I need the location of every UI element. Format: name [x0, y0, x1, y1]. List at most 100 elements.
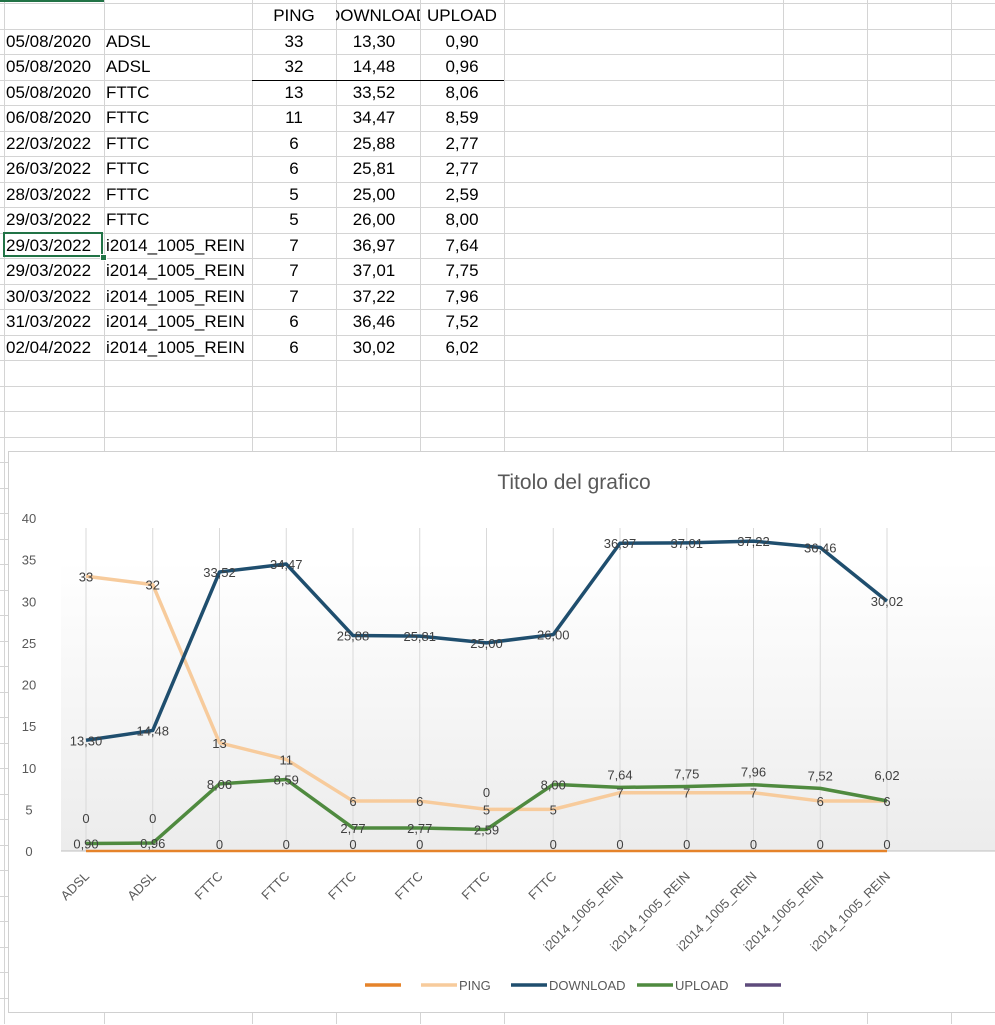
cell[interactable]: 13	[284, 83, 304, 102]
cell[interactable]: FTTC	[106, 108, 150, 127]
data-label: 0	[216, 837, 223, 852]
cell[interactable]: FTTC	[106, 134, 150, 153]
cell[interactable]: 26/03/2022	[6, 159, 92, 178]
cell[interactable]: 6	[289, 338, 299, 357]
cell[interactable]: 13,30	[352, 32, 396, 51]
cell[interactable]: 6	[289, 134, 299, 153]
cell[interactable]: 6	[289, 312, 299, 331]
cell[interactable]: 06/08/2020	[6, 108, 92, 127]
cell[interactable]: 8,06	[445, 83, 479, 102]
row-gridline	[0, 437, 995, 438]
cell[interactable]: 32	[284, 57, 304, 76]
cell[interactable]: 6,02	[445, 338, 479, 357]
line-chart[interactable]: Titolo del grafico ADSL ADSL FTTC FTTC FTTC F…	[8, 451, 995, 1013]
cell[interactable]: 7,64	[445, 236, 479, 255]
cell[interactable]: UPLOAD	[427, 6, 497, 25]
cell[interactable]: 33	[284, 32, 304, 51]
cell[interactable]: 34,47	[352, 108, 396, 127]
row-gridline	[0, 386, 995, 387]
cell[interactable]: 02/04/2022	[6, 338, 92, 357]
cell[interactable]: 14,48	[352, 57, 396, 76]
row-gridline	[0, 284, 995, 285]
data-label: 37,22	[737, 534, 770, 549]
cell[interactable]: i2014_1005_REIN	[106, 261, 245, 280]
cell[interactable]: i2014_1005_REIN	[106, 312, 245, 331]
cell[interactable]: 8,59	[445, 108, 479, 127]
cell[interactable]: 30/03/2022	[6, 287, 92, 306]
cell[interactable]: 7,52	[445, 312, 479, 331]
data-label: 0	[616, 837, 623, 852]
cell[interactable]: 25,00	[352, 185, 396, 204]
plot-background	[61, 561, 995, 851]
cell[interactable]: i2014_1005_REIN	[106, 236, 245, 255]
cell[interactable]: 5	[289, 185, 299, 204]
data-label: 7,52	[808, 768, 833, 783]
cell[interactable]: ADSL	[106, 57, 151, 76]
cell[interactable]: 0,90	[445, 32, 479, 51]
fill-handle[interactable]	[100, 254, 107, 261]
cell[interactable]: 0,96	[445, 57, 479, 76]
data-label: 7,75	[674, 766, 699, 781]
data-label: 6,02	[874, 768, 899, 783]
cell[interactable]: 36,46	[352, 312, 396, 331]
cell[interactable]: 7,75	[445, 261, 479, 280]
y-tick-label: 30	[22, 594, 36, 609]
legend-label: UPLOAD	[675, 978, 728, 993]
cell[interactable]: DOWNLOAD	[336, 6, 420, 25]
cell[interactable]: FTTC	[106, 159, 150, 178]
cell[interactable]: 2,59	[445, 185, 479, 204]
cell[interactable]: 05/08/2020	[6, 57, 92, 76]
row-gridline	[0, 182, 995, 183]
data-label: 7	[616, 786, 623, 801]
cell[interactable]: 2,77	[445, 159, 479, 178]
data-label: 0	[683, 837, 690, 852]
row-gridline	[0, 105, 995, 106]
data-label: 7	[683, 786, 690, 801]
cell[interactable]: i2014_1005_REIN	[106, 338, 245, 357]
cell[interactable]: 7	[289, 261, 299, 280]
data-label: 6	[883, 794, 890, 809]
cell[interactable]: PING	[273, 6, 315, 25]
cell[interactable]: 6	[289, 159, 299, 178]
series-line-download	[85, 539, 889, 743]
cell[interactable]: 22/03/2022	[6, 134, 92, 153]
row-gridline	[0, 54, 995, 55]
cell[interactable]: 29/03/2022	[6, 261, 92, 280]
cell[interactable]: 5	[289, 210, 299, 229]
cell[interactable]: 2,77	[445, 134, 479, 153]
cell[interactable]: 25,88	[352, 134, 396, 153]
cell[interactable]: 11	[285, 108, 303, 127]
cell[interactable]: 7	[289, 236, 299, 255]
y-tick-label: 10	[22, 761, 36, 776]
cell[interactable]: 8,00	[445, 210, 479, 229]
row-gridline	[0, 411, 995, 412]
x-tick-label: FTTC	[525, 869, 559, 903]
cell[interactable]: 7	[289, 287, 299, 306]
cell[interactable]: 29/03/2022	[6, 210, 92, 229]
cell[interactable]: 05/08/2020	[6, 83, 92, 102]
data-label: 14,48	[136, 723, 169, 738]
x-tick-label: FTTC	[258, 869, 292, 903]
data-label: 33,52	[203, 565, 236, 580]
selected-cell[interactable]	[3, 232, 103, 257]
cell[interactable]: 36,97	[352, 236, 396, 255]
cell[interactable]: 29/03/2022	[6, 236, 92, 255]
cell-border	[252, 80, 504, 81]
cell[interactable]: FTTC	[106, 210, 150, 229]
cell[interactable]: 7,96	[445, 287, 479, 306]
cell[interactable]: 33,52	[352, 83, 396, 102]
cell[interactable]: ADSL	[106, 32, 151, 51]
cell[interactable]: 05/08/2020	[6, 32, 92, 51]
row-gridline	[0, 309, 995, 310]
cell[interactable]: i2014_1005_REIN	[106, 287, 245, 306]
cell[interactable]: 37,01	[352, 261, 396, 280]
cell[interactable]: 37,22	[352, 287, 396, 306]
cell[interactable]: 25,81	[352, 159, 396, 178]
cell[interactable]: 26,00	[352, 210, 396, 229]
cell[interactable]: 30,02	[352, 338, 396, 357]
cell[interactable]: FTTC	[106, 185, 150, 204]
cell[interactable]: FTTC	[106, 83, 150, 102]
cell[interactable]: 31/03/2022	[6, 312, 92, 331]
cell[interactable]: 28/03/2022	[6, 185, 92, 204]
y-tick-label: 5	[25, 802, 32, 817]
